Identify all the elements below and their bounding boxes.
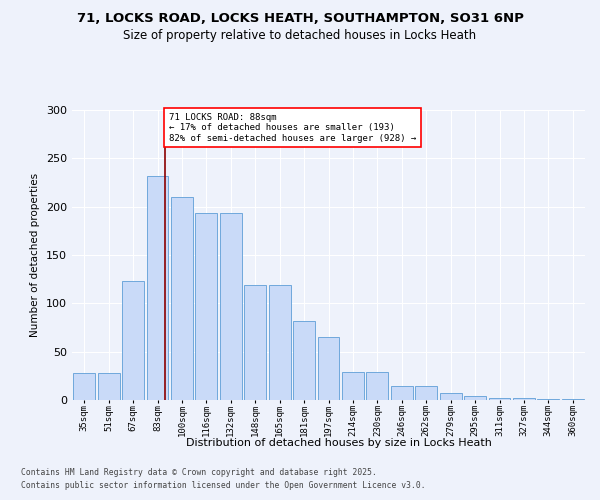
Bar <box>538 399 559 400</box>
Bar <box>196 214 217 400</box>
Bar <box>171 197 193 400</box>
Bar <box>415 386 437 400</box>
Bar <box>122 281 144 400</box>
Text: Distribution of detached houses by size in Locks Heath: Distribution of detached houses by size … <box>186 438 492 448</box>
Text: Contains public sector information licensed under the Open Government Licence v3: Contains public sector information licen… <box>21 482 425 490</box>
Bar <box>269 285 290 400</box>
Bar <box>367 372 388 400</box>
Text: Contains HM Land Registry data © Crown copyright and database right 2025.: Contains HM Land Registry data © Crown c… <box>21 468 377 477</box>
Bar <box>98 373 119 400</box>
Bar <box>391 386 413 400</box>
Bar <box>293 320 315 400</box>
Bar <box>220 214 242 400</box>
Bar <box>440 393 461 400</box>
Bar <box>562 399 584 400</box>
Bar <box>73 373 95 400</box>
Bar <box>488 398 511 400</box>
Y-axis label: Number of detached properties: Number of detached properties <box>31 173 40 337</box>
Bar <box>513 398 535 400</box>
Bar <box>244 285 266 400</box>
Text: 71 LOCKS ROAD: 88sqm
← 17% of detached houses are smaller (193)
82% of semi-deta: 71 LOCKS ROAD: 88sqm ← 17% of detached h… <box>169 113 416 142</box>
Text: 71, LOCKS ROAD, LOCKS HEATH, SOUTHAMPTON, SO31 6NP: 71, LOCKS ROAD, LOCKS HEATH, SOUTHAMPTON… <box>77 12 523 26</box>
Bar <box>146 176 169 400</box>
Text: Size of property relative to detached houses in Locks Heath: Size of property relative to detached ho… <box>124 29 476 42</box>
Bar <box>317 337 340 400</box>
Bar <box>464 396 486 400</box>
Bar <box>342 372 364 400</box>
